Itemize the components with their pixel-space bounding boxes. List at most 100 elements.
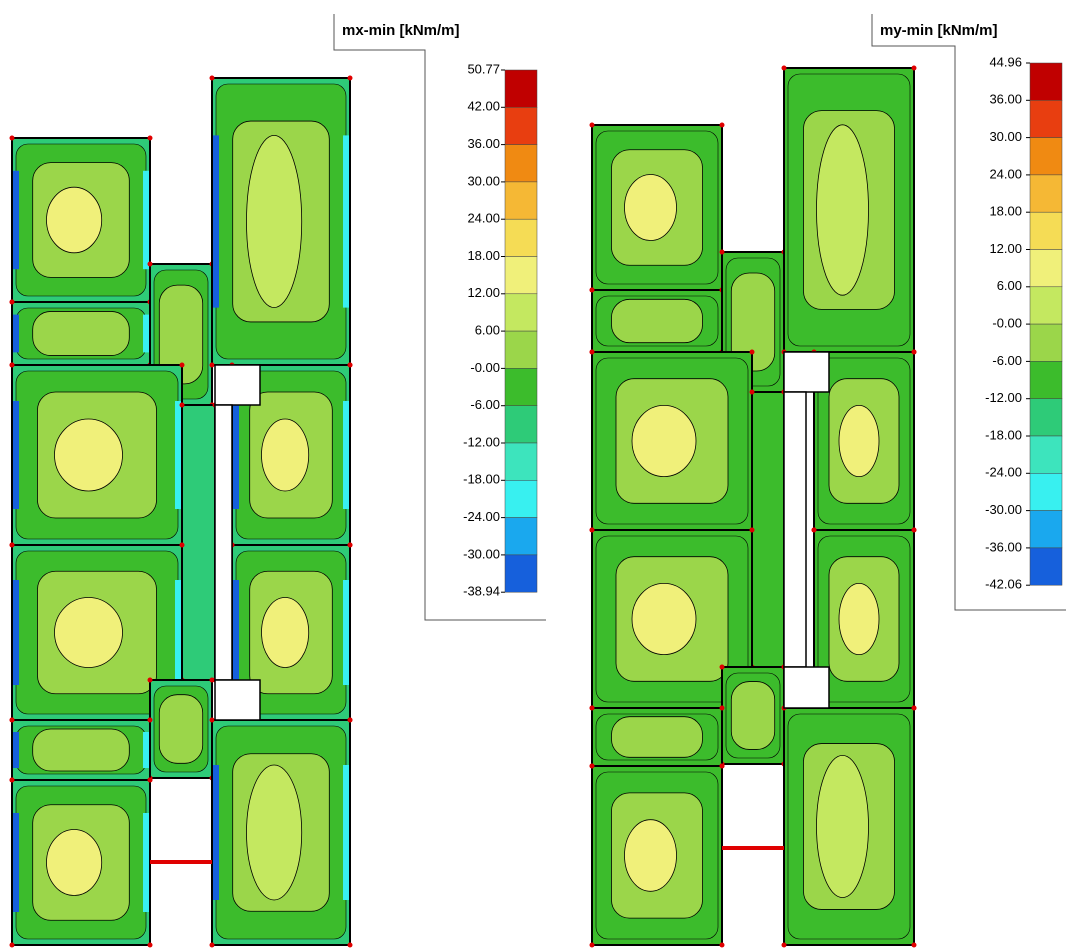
node <box>209 717 215 723</box>
structures <box>9 65 917 948</box>
legend-swatch <box>504 368 538 406</box>
contour <box>246 134 303 308</box>
cutout <box>214 364 261 406</box>
node <box>589 122 595 128</box>
legend-label: -0.00 <box>470 360 500 375</box>
legend-frame <box>871 14 1066 611</box>
legend-label: -12.00 <box>985 390 1022 405</box>
contour <box>631 404 697 477</box>
legend-title: mx-min [kNm/m] <box>342 22 460 39</box>
legend-label: -12.00 <box>463 434 500 449</box>
node <box>719 942 725 948</box>
side-contour <box>143 732 149 768</box>
contour <box>261 418 310 492</box>
node <box>589 349 595 355</box>
legend-swatch <box>1029 100 1063 138</box>
node <box>147 777 153 783</box>
legend-swatch <box>1029 286 1063 325</box>
side-contour <box>143 314 149 353</box>
legend-swatch <box>504 517 538 556</box>
legend-label: 44.96 <box>989 54 1022 69</box>
node <box>781 942 787 948</box>
side-contour <box>343 135 349 308</box>
node <box>719 763 725 769</box>
legend-swatch <box>504 144 538 183</box>
node <box>781 65 787 71</box>
contour <box>611 716 703 758</box>
side-contour <box>175 401 181 509</box>
legend-label: 50.77 <box>467 61 500 76</box>
contour <box>32 728 130 772</box>
legend-swatch <box>1029 323 1063 362</box>
legend-label: 6.00 <box>997 278 1022 293</box>
legend-swatch <box>504 256 538 295</box>
node <box>719 705 725 711</box>
cutout <box>783 666 830 709</box>
node <box>589 527 595 533</box>
legend-label: -18.00 <box>463 472 500 487</box>
node <box>719 249 725 255</box>
node <box>147 942 153 948</box>
contour <box>158 694 204 764</box>
contour <box>32 311 130 356</box>
node <box>9 299 15 305</box>
legend-label: 36.00 <box>467 136 500 151</box>
node <box>9 777 15 783</box>
legend-label: 24.00 <box>989 166 1022 181</box>
contour <box>816 755 869 899</box>
node <box>147 677 153 683</box>
contour <box>54 418 123 492</box>
legend-title: my-min [kNm/m] <box>880 22 998 39</box>
legend-label: -24.00 <box>463 509 500 524</box>
side-contour <box>143 813 149 912</box>
node <box>9 135 15 141</box>
node <box>911 527 917 533</box>
legend-frame <box>333 14 546 621</box>
node <box>749 349 755 355</box>
legend-label: -18.00 <box>985 427 1022 442</box>
node <box>347 542 353 548</box>
node <box>589 942 595 948</box>
contour <box>611 298 703 344</box>
node <box>147 717 153 723</box>
legend-label: -6.00 <box>992 353 1022 368</box>
node <box>9 542 15 548</box>
node <box>179 542 185 548</box>
node <box>911 349 917 355</box>
side-contour <box>175 580 181 685</box>
legend-swatch <box>1029 398 1063 437</box>
node <box>347 75 353 81</box>
legend-label: 36.00 <box>989 92 1022 107</box>
side-contour <box>343 580 349 685</box>
contour <box>816 124 869 296</box>
node <box>911 65 917 71</box>
node <box>209 942 215 948</box>
contour <box>838 404 880 477</box>
side-contour <box>13 732 19 768</box>
legend-label: -6.00 <box>470 397 500 412</box>
node <box>9 942 15 948</box>
node <box>811 527 817 533</box>
side-contour <box>343 401 349 509</box>
node <box>749 527 755 533</box>
cutout <box>214 679 261 721</box>
contour <box>246 764 303 901</box>
contour <box>54 597 123 668</box>
legends: mx-min [kNm/m] 50.77 42.00 36.00 30.00 24.00 1… <box>333 14 1066 621</box>
contour <box>46 829 103 896</box>
legend-label: 12.00 <box>467 285 500 300</box>
legend-swatch <box>1029 62 1063 101</box>
node <box>179 362 185 368</box>
legend-label: -24.00 <box>985 465 1022 480</box>
legend-label: 12.00 <box>989 241 1022 256</box>
node <box>347 942 353 948</box>
legend-swatch <box>1029 473 1063 511</box>
legend-label: 18.00 <box>467 248 500 263</box>
cutout <box>783 351 830 393</box>
contour <box>838 583 880 656</box>
contour <box>261 597 310 668</box>
node <box>147 261 153 267</box>
contour <box>46 186 103 254</box>
legend-swatch <box>504 293 538 332</box>
node <box>209 75 215 81</box>
